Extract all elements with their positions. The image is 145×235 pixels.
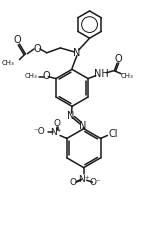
Text: O⁻: O⁻: [89, 178, 101, 187]
Text: N⁺: N⁺: [78, 175, 89, 184]
Text: O: O: [69, 178, 77, 187]
Text: O: O: [33, 44, 41, 54]
Text: N: N: [73, 48, 81, 58]
Text: NH: NH: [94, 69, 109, 79]
Text: N: N: [67, 111, 75, 121]
Text: CH₃: CH₃: [25, 73, 38, 79]
Text: CH₃: CH₃: [2, 59, 15, 66]
Text: O: O: [14, 35, 21, 45]
Text: N: N: [79, 121, 86, 131]
Text: O: O: [54, 119, 61, 128]
Text: ⁻O: ⁻O: [34, 127, 45, 136]
Text: Cl: Cl: [108, 129, 118, 139]
Text: O: O: [114, 54, 122, 64]
Text: CH₃: CH₃: [121, 73, 133, 79]
Text: N⁺: N⁺: [50, 128, 62, 137]
Text: O: O: [42, 71, 50, 81]
